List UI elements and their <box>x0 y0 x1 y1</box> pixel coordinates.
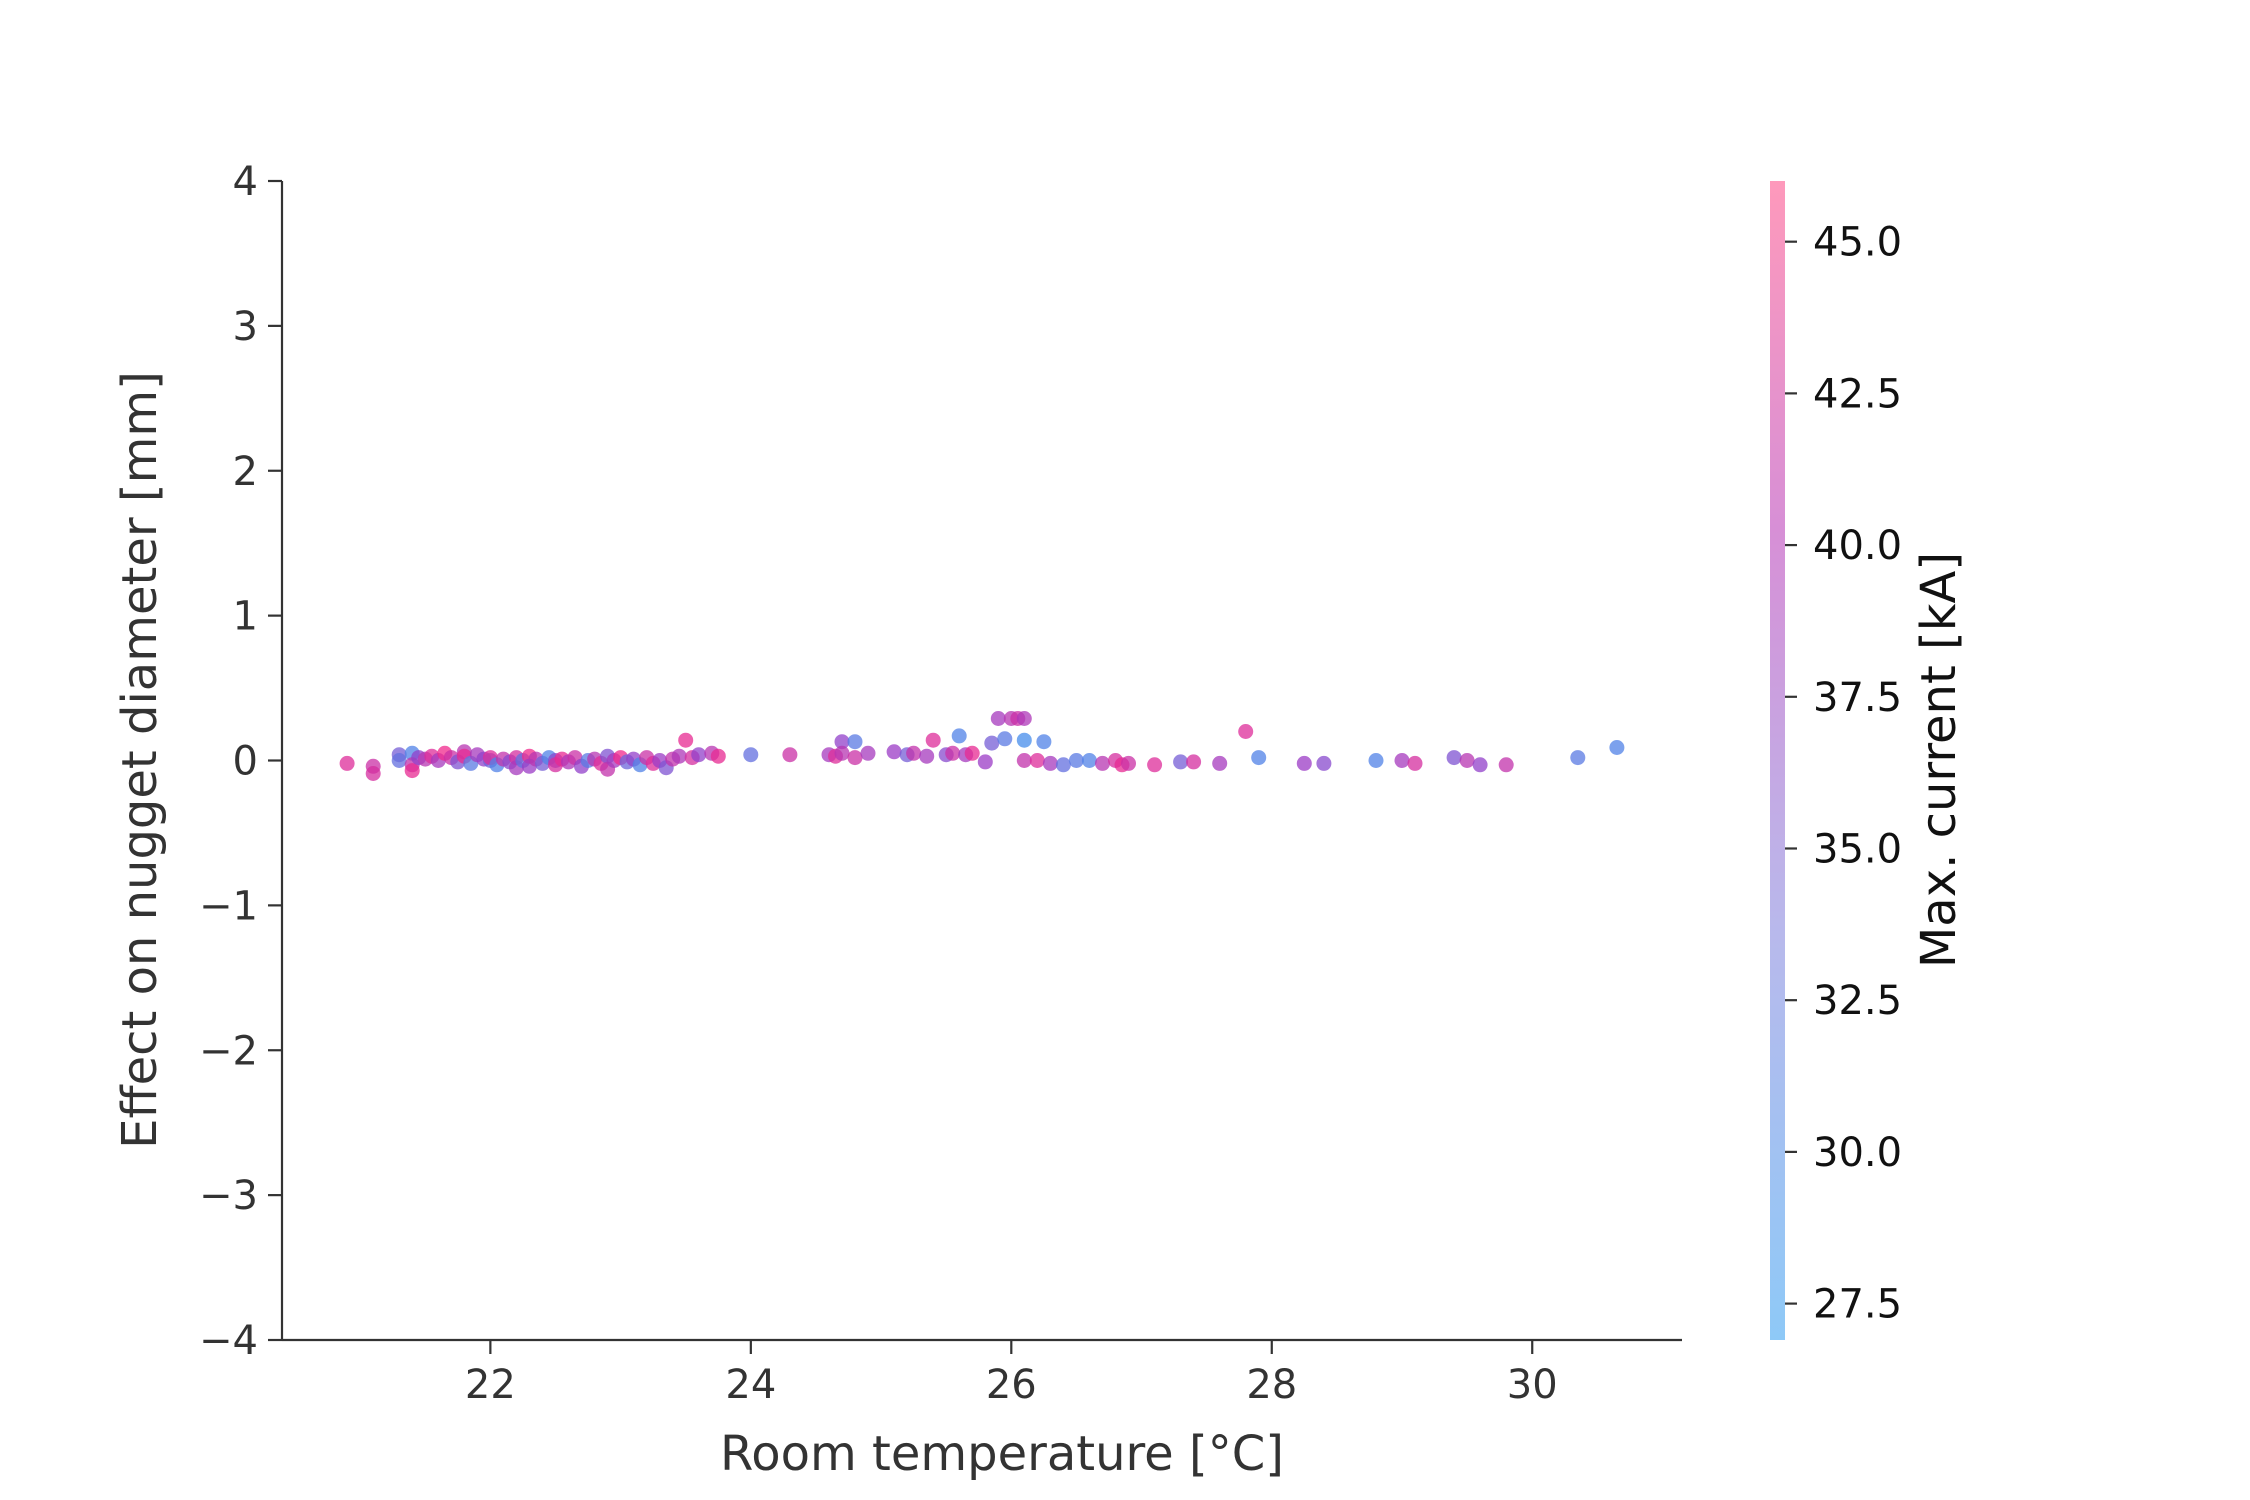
x-ticks: 22 24 26 28 30 <box>465 1340 1558 1408</box>
scatter-point <box>1446 750 1462 766</box>
colorbar-label: Max. current [kA] <box>1911 552 1967 968</box>
scatter-point <box>860 745 876 761</box>
x-tick-label: 26 <box>986 1362 1037 1408</box>
scatter-point <box>964 745 980 761</box>
colorbar-tick-label: 32.5 <box>1813 978 1902 1024</box>
x-axis-label: Room temperature [°C] <box>720 1426 1284 1482</box>
y-tick-label: −3 <box>199 1173 258 1219</box>
y-tick-label: −1 <box>199 883 258 929</box>
scatter-point <box>1609 740 1625 755</box>
scatter-point <box>1498 757 1514 773</box>
data-points <box>339 711 1625 781</box>
scatter-point <box>1368 753 1384 768</box>
scatter-point <box>404 763 420 779</box>
scatter-point <box>1042 755 1058 771</box>
x-tick-label: 24 <box>725 1362 776 1408</box>
x-tick-label: 22 <box>465 1362 516 1408</box>
scatter-point <box>365 766 381 781</box>
y-tick-label: 4 <box>233 159 258 205</box>
colorbar-tick-label: 42.5 <box>1813 371 1902 417</box>
y-tick-label: 3 <box>233 304 258 350</box>
colorbar-ticks: 27.5 30.0 32.5 35.0 37.5 40.0 42.5 45.0 <box>1785 220 1902 1328</box>
scatter-point <box>997 731 1013 747</box>
axes: 22 24 26 28 30 −4 −3 −2 −1 0 1 2 3 4 Room temperatur… <box>112 159 1682 1482</box>
scatter-point <box>1095 755 1110 771</box>
scatter-point <box>834 734 850 750</box>
scatter-point <box>1316 755 1332 771</box>
scatter-point <box>1296 755 1312 771</box>
scatter-point <box>1016 753 1032 768</box>
scatter-point <box>1029 753 1045 768</box>
scatter-point <box>951 728 967 744</box>
x-tick-label: 28 <box>1246 1362 1297 1408</box>
scatter-point <box>1121 755 1136 771</box>
scatter-point <box>1570 750 1586 766</box>
scatter-point <box>1055 757 1071 773</box>
colorbar: 27.5 30.0 32.5 35.0 37.5 40.0 42.5 45.0 Max. cu… <box>1770 181 1967 1340</box>
y-ticks: −4 −3 −2 −1 0 1 2 3 4 <box>199 159 282 1364</box>
scatter-point <box>834 745 850 761</box>
scatter-point <box>1147 757 1163 773</box>
colorbar-tick-label: 35.0 <box>1813 826 1902 872</box>
scatter-point <box>391 753 407 768</box>
scatter-point <box>1016 732 1032 748</box>
scatter-point <box>1251 750 1267 766</box>
x-tick-label: 30 <box>1507 1362 1558 1408</box>
y-tick-label: −4 <box>199 1318 258 1364</box>
scatter-point <box>678 732 694 748</box>
y-tick-label: 0 <box>233 739 258 785</box>
colorbar-tick-label: 37.5 <box>1813 675 1902 721</box>
scatter-point <box>743 747 759 763</box>
scatter-point <box>1459 753 1475 768</box>
colorbar-tick-label: 30.0 <box>1813 1130 1902 1176</box>
scatter-point <box>1407 755 1423 771</box>
colorbar-tick-label: 27.5 <box>1813 1282 1902 1328</box>
scatter-point <box>977 754 993 770</box>
y-tick-label: 2 <box>233 449 258 495</box>
scatter-point <box>1068 753 1084 768</box>
scatter-point <box>886 744 902 760</box>
scatter-point <box>782 747 798 763</box>
scatter-point <box>1238 724 1254 739</box>
scatter-point <box>1173 754 1189 770</box>
scatter-point <box>919 748 935 764</box>
scatter-point <box>906 745 922 761</box>
scatter-point <box>1394 753 1410 768</box>
scatter-point <box>1036 734 1052 750</box>
scatter-point <box>847 734 863 750</box>
scatter-point <box>1016 711 1032 726</box>
scatter-point <box>945 745 961 761</box>
scatter-point <box>671 748 687 764</box>
colorbar-tick-label: 40.0 <box>1813 523 1902 569</box>
scatter-point <box>691 747 707 763</box>
scatter-point <box>710 748 726 764</box>
scatter-point <box>1186 754 1202 770</box>
y-axis-label: Effect on nugget diameter [mm] <box>112 371 168 1149</box>
scatter-point <box>925 732 941 748</box>
colorbar-gradient <box>1770 181 1785 1340</box>
scatter-point <box>984 735 1000 751</box>
scatter-point <box>1081 753 1097 768</box>
y-tick-label: −2 <box>199 1028 258 1074</box>
y-tick-label: 1 <box>233 594 258 640</box>
scatter-point <box>990 711 1006 726</box>
scatter-point <box>847 750 863 766</box>
colorbar-tick-label: 45.0 <box>1813 220 1902 266</box>
scatter-point <box>1472 757 1488 773</box>
scatter-point <box>1212 755 1228 771</box>
scatter-point <box>339 755 355 771</box>
